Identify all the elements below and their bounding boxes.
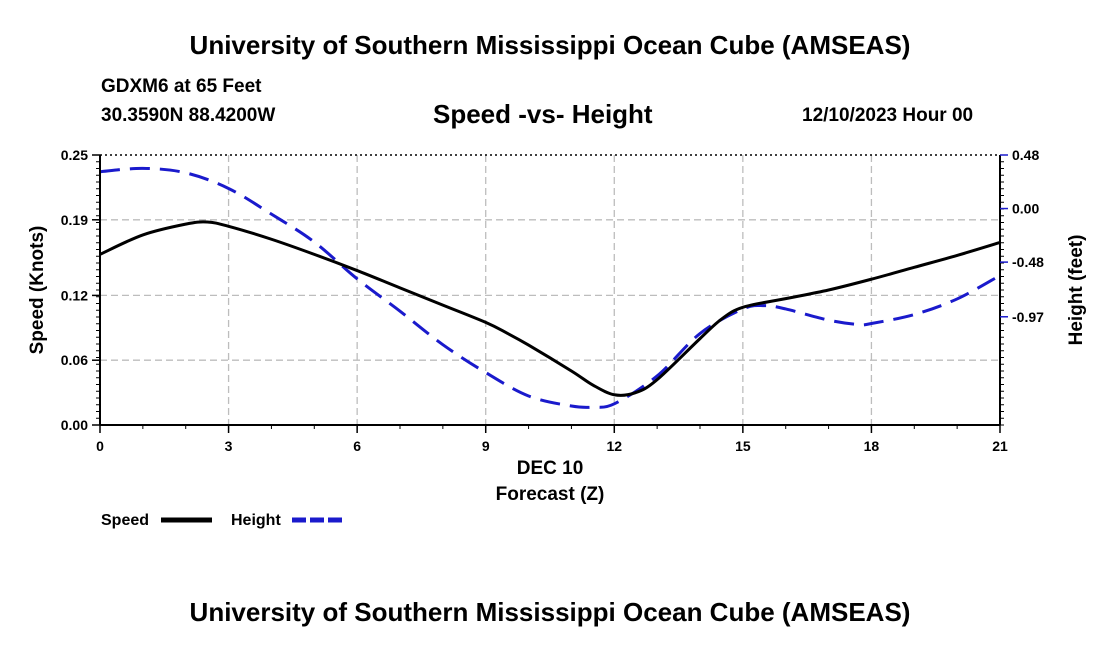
- page-title: University of Southern Mississippi Ocean…: [189, 30, 911, 60]
- y-tick-label: 0.06: [61, 352, 88, 368]
- y2-tick-label: -0.97: [1012, 309, 1044, 325]
- y-axis-title: Speed (Knots): [27, 226, 48, 355]
- y2-tick-label: -0.48: [1012, 254, 1044, 270]
- series-line-speed: [99, 220, 1001, 397]
- legend-label-speed: Speed: [101, 512, 149, 529]
- series-lines: [99, 166, 1001, 409]
- x-tick-label: 15: [735, 438, 751, 454]
- x-tick-label: 3: [225, 438, 233, 454]
- x-axis-title: Forecast (Z): [496, 484, 605, 505]
- x-tick-label: 12: [606, 438, 622, 454]
- coordinates-label: 30.3590N 88.4200W: [101, 105, 276, 126]
- y2-axis-title: Height (feet): [1066, 235, 1087, 346]
- x-tick-label: 0: [96, 438, 104, 454]
- y-tick-label: 0.12: [61, 287, 88, 303]
- station-label: GDXM6 at 65 Feet: [101, 76, 262, 97]
- y2-tick-label: 0.48: [1012, 147, 1039, 163]
- y-tick-label: 0.00: [61, 417, 88, 433]
- axes: 0 3 6 9 12 15 18 21 0.00 0.06 0.12 0.19 0.25 -0.97 -0.…: [61, 147, 1044, 454]
- x-tick-label: 21: [992, 438, 1008, 454]
- chart-subtitle: Speed -vs- Height: [433, 99, 653, 129]
- y-tick-label: 0.19: [61, 212, 88, 228]
- legend: Speed Height: [101, 512, 342, 529]
- x-tick-label: 18: [864, 438, 880, 454]
- x-tick-label: 6: [353, 438, 361, 454]
- grid-lines: [100, 155, 1000, 425]
- series-line-height: [99, 166, 1001, 409]
- legend-label-height: Height: [231, 512, 281, 529]
- x-axis-date-label: DEC 10: [517, 458, 584, 479]
- y-tick-label: 0.25: [61, 147, 88, 163]
- x-tick-label: 9: [482, 438, 490, 454]
- y2-tick-label: 0.00: [1012, 201, 1039, 217]
- forecast-datetime: 12/10/2023 Hour 00: [802, 105, 974, 126]
- axis-labels: DEC 10 Forecast (Z) Speed (Knots) Height…: [27, 226, 1087, 505]
- footer-title: University of Southern Mississippi Ocean…: [189, 597, 911, 627]
